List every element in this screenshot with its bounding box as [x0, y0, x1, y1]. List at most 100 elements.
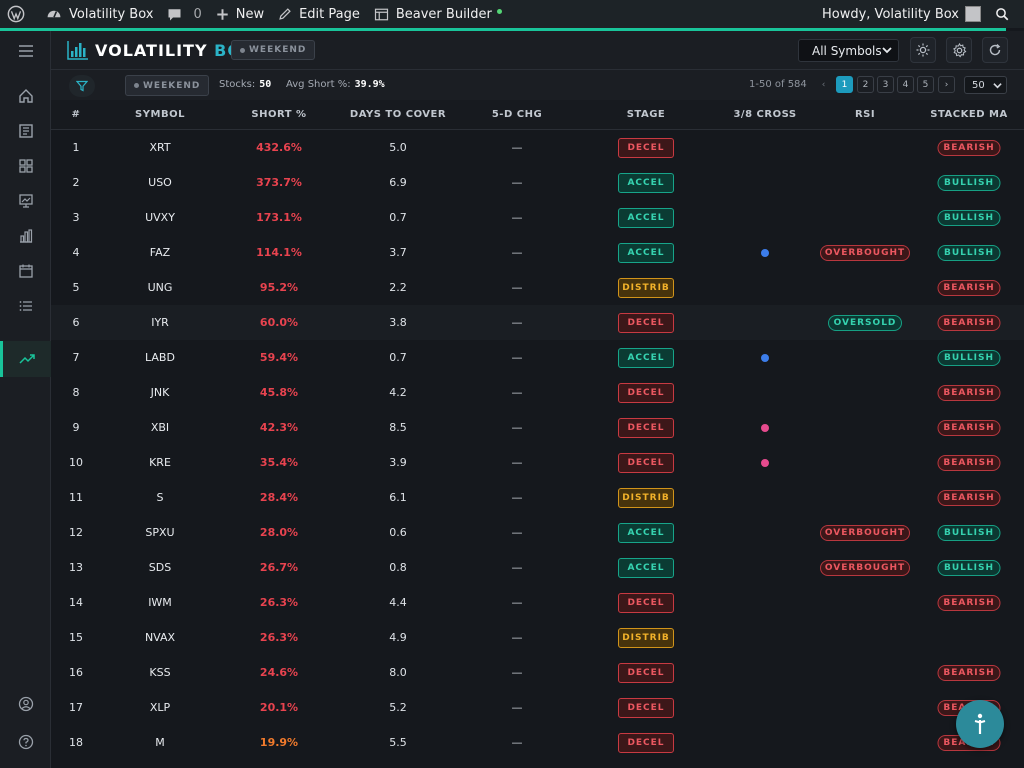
short-pct-cell: 26.3%: [259, 631, 299, 644]
sidebar-item-list[interactable]: [0, 288, 51, 324]
table-row[interactable]: 8 JNK 45.8% 4.2 — DECEL BEARISH: [51, 375, 1024, 410]
table-row[interactable]: 1 XRT 432.6% 5.0 — DECEL BEARISH: [51, 130, 1024, 165]
symbol-cell[interactable]: JNK: [150, 386, 170, 399]
sidebar-item-presentation[interactable]: [0, 183, 51, 219]
stage-badge: DECEL: [618, 453, 674, 473]
symbol-cell[interactable]: KRE: [149, 456, 171, 469]
accessibility-button[interactable]: [956, 700, 1004, 748]
symbol-cell[interactable]: SPXU: [145, 526, 175, 539]
site-name-link[interactable]: Volatility Box: [39, 0, 160, 28]
sidebar-item-account[interactable]: [0, 686, 51, 722]
col-header-stage[interactable]: STAGE: [626, 109, 666, 120]
my-account-link[interactable]: Howdy, Volatility Box: [815, 0, 988, 28]
stage-badge: DECEL: [618, 698, 674, 718]
short-pct-cell: 26.3%: [259, 596, 299, 609]
beaver-builder-link[interactable]: Beaver Builder: [367, 0, 509, 28]
symbol-filter-select[interactable]: All Symbols: [798, 39, 899, 62]
col-header-5d-change[interactable]: 5-D CHG: [491, 109, 543, 120]
table-row[interactable]: 16 KSS 24.6% 8.0 — DECEL BEARISH: [51, 655, 1024, 690]
filter-button[interactable]: [69, 75, 95, 97]
col-header-3-8-cross[interactable]: 3/8 CROSS: [733, 109, 797, 120]
stacked-ma-badge: BULLISH: [937, 245, 1001, 261]
symbol-cell[interactable]: IYR: [151, 316, 169, 329]
page-button-1[interactable]: 1: [836, 76, 853, 93]
next-page-button[interactable]: ›: [938, 76, 955, 93]
five-day-change-cell: —: [511, 211, 523, 224]
sidebar-item-help[interactable]: [0, 724, 51, 760]
page-button-3[interactable]: 3: [877, 76, 894, 93]
symbol-cell[interactable]: LABD: [145, 351, 175, 364]
brand-logo[interactable]: VOLATILITY BOX: [67, 40, 255, 60]
symbol-cell[interactable]: UVXY: [145, 211, 175, 224]
sidebar-item-calendar[interactable]: [0, 253, 51, 289]
comments-count: 0: [193, 6, 202, 22]
symbol-cell[interactable]: NVAX: [144, 631, 176, 644]
table-row[interactable]: 14 IWM 26.3% 4.4 — DECEL BEARISH: [51, 585, 1024, 620]
symbol-cell[interactable]: S: [156, 491, 164, 504]
table-row[interactable]: 11 S 28.4% 6.1 — DISTRIB BEARISH: [51, 480, 1024, 515]
table-row[interactable]: 7 LABD 59.4% 0.7 — ACCEL BULLISH: [51, 340, 1024, 375]
rank-cell: 2: [72, 176, 80, 189]
col-header-rsi[interactable]: RSI: [854, 109, 876, 120]
symbol-cell[interactable]: FAZ: [149, 246, 171, 259]
symbol-cell[interactable]: XRT: [149, 141, 171, 154]
symbol-cell[interactable]: UNG: [147, 281, 173, 294]
symbol-cell[interactable]: KSS: [149, 666, 171, 679]
col-header-rank[interactable]: #: [71, 109, 81, 120]
table-row[interactable]: 3 UVXY 173.1% 0.7 — ACCEL BULLISH: [51, 200, 1024, 235]
rank-cell: 16: [69, 666, 83, 679]
accessibility-icon: [974, 713, 986, 734]
five-day-change-cell: —: [511, 386, 523, 399]
sidebar-item-news[interactable]: [0, 113, 51, 149]
menu-toggle-button[interactable]: [0, 33, 51, 69]
admin-search-button[interactable]: [988, 0, 1024, 28]
page-button-5[interactable]: 5: [917, 76, 934, 93]
table-row[interactable]: 13 SDS 26.7% 0.8 — ACCEL OVERBOUGHT BULLISH: [51, 550, 1024, 585]
theme-toggle-button[interactable]: [910, 37, 936, 63]
sidebar-item-short-interest[interactable]: [0, 341, 51, 377]
refresh-button[interactable]: [982, 37, 1008, 63]
table-row[interactable]: 2 USO 373.7% 6.9 — ACCEL BULLISH: [51, 165, 1024, 200]
five-day-change-cell: —: [511, 176, 523, 189]
sidebar-item-dashboard[interactable]: [0, 148, 51, 184]
short-pct-cell: 20.1%: [259, 701, 299, 714]
col-header-stacked-ma[interactable]: STACKED MA: [930, 109, 1008, 120]
five-day-change-cell: —: [511, 701, 523, 714]
col-header-days-to-cover[interactable]: DAYS TO COVER: [349, 109, 447, 120]
rsi-badge: OVERBOUGHT: [820, 245, 910, 261]
sidebar-item-charts[interactable]: [0, 218, 51, 254]
prev-page-button[interactable]: ‹: [821, 79, 826, 90]
symbol-cell[interactable]: SDS: [148, 561, 172, 574]
symbol-cell[interactable]: XLP: [149, 701, 171, 714]
rank-cell: 1: [72, 141, 80, 154]
table-row[interactable]: 9 XBI 42.3% 8.5 — DECEL BEARISH: [51, 410, 1024, 445]
col-header-short-pct[interactable]: SHORT %: [251, 109, 307, 120]
symbol-cell[interactable]: M: [155, 736, 165, 749]
table-row[interactable]: 12 SPXU 28.0% 0.6 — ACCEL OVERBOUGHT BULLISH: [51, 515, 1024, 550]
sidebar-item-home[interactable]: [0, 78, 51, 114]
table-row[interactable]: 5 UNG 95.2% 2.2 — DISTRIB BEARISH: [51, 270, 1024, 305]
symbol-cell[interactable]: XBI: [150, 421, 170, 434]
table-row[interactable]: 6 IYR 60.0% 3.8 — DECEL OVERSOLD BEARISH: [51, 305, 1024, 340]
settings-button[interactable]: [946, 37, 972, 63]
table-row[interactable]: 10 KRE 35.4% 3.9 — DECEL BEARISH: [51, 445, 1024, 480]
symbol-cell[interactable]: USO: [148, 176, 172, 189]
short-pct-cell: 26.7%: [259, 561, 299, 574]
wordpress-logo-button[interactable]: [0, 0, 39, 28]
comments-link[interactable]: 0: [160, 0, 208, 28]
table-row[interactable]: 4 FAZ 114.1% 3.7 — ACCEL OVERBOUGHT BULLISH: [51, 235, 1024, 270]
per-page-select[interactable]: 50: [964, 76, 1007, 94]
symbol-cell[interactable]: IWM: [148, 596, 172, 609]
rank-cell: 6: [72, 316, 80, 329]
page-button-4[interactable]: 4: [897, 76, 914, 93]
avatar: [965, 6, 981, 22]
page-button-2[interactable]: 2: [857, 76, 874, 93]
sidebar: [0, 31, 51, 768]
edit-page-link[interactable]: Edit Page: [271, 0, 367, 28]
col-header-symbol[interactable]: SYMBOL: [135, 109, 185, 120]
new-content-link[interactable]: New: [209, 0, 271, 28]
table-row[interactable]: 15 NVAX 26.3% 4.9 — DISTRIB: [51, 620, 1024, 655]
plus-icon: [217, 8, 228, 20]
